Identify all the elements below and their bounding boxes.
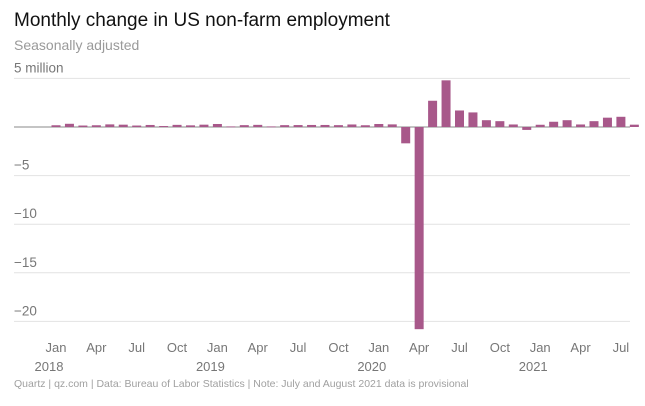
bar-2018-02 — [64, 123, 74, 127]
x-tick-label: Apr — [248, 340, 269, 355]
bar-2018-06 — [118, 124, 128, 127]
bar-2020-07 — [455, 110, 464, 127]
bar-2018-12 — [199, 124, 209, 127]
x-tick-label: Jul — [451, 340, 468, 355]
bar-2020-09 — [481, 120, 491, 127]
chart-title: Monthly change in US non-farm employment — [14, 10, 390, 31]
x-tick-label: Jan — [46, 340, 67, 355]
x-year-label: 2021 — [519, 359, 548, 374]
bar-2020-11 — [508, 124, 518, 127]
bar-2021-06 — [602, 117, 612, 127]
bar-2018-07 — [132, 125, 142, 127]
bar-2020-06 — [441, 80, 451, 127]
x-tick-label: Jul — [613, 340, 630, 355]
bar-2019-01 — [212, 123, 222, 127]
bar-2018-03 — [78, 125, 88, 127]
bar-2019-08 — [307, 124, 317, 127]
x-year-label: 2020 — [357, 359, 386, 374]
bar-2019-04 — [253, 124, 263, 127]
bar-2021-02 — [549, 121, 559, 127]
x-year-label: 2018 — [35, 359, 64, 374]
bar-2019-06 — [280, 125, 290, 127]
bar-2021-07 — [616, 116, 626, 127]
bar-2021-03 — [562, 120, 572, 127]
bar-2019-10 — [333, 125, 343, 127]
bar-2019-05 — [266, 126, 276, 128]
bar-2018-01 — [51, 125, 61, 127]
bar-2020-03 — [401, 127, 411, 144]
bar-2019-11 — [347, 124, 357, 127]
y-tick-label: −10 — [14, 206, 37, 221]
bar-2019-12 — [360, 125, 370, 127]
x-tick-label: Jan — [530, 340, 551, 355]
y-tick-label: −20 — [14, 303, 37, 318]
x-year-label: 2019 — [196, 359, 225, 374]
bar-2018-11 — [186, 125, 195, 127]
bar-2018-05 — [105, 124, 115, 127]
y-tick-label: −5 — [14, 158, 29, 173]
bar-2021-01 — [535, 124, 545, 127]
x-tick-label: Oct — [490, 340, 511, 355]
chart-source-note: Quartz | qz.com | Data: Bureau of Labor … — [14, 378, 469, 390]
bar-2020-02 — [387, 124, 397, 127]
bar-2018-08 — [145, 124, 155, 127]
x-tick-label: Jan — [368, 340, 389, 355]
bar-2019-02 — [226, 126, 236, 128]
bar-2020-05 — [428, 100, 438, 127]
x-tick-label: Apr — [570, 340, 591, 355]
bar-2019-09 — [320, 124, 330, 127]
x-tick-label: Jan — [207, 340, 228, 355]
bar-2021-08 — [629, 124, 639, 127]
bar-2021-04 — [576, 124, 586, 127]
x-tick-label: Oct — [328, 340, 349, 355]
bar-2020-12 — [522, 127, 532, 130]
bar-2018-10 — [172, 124, 182, 127]
y-tick-label: 5 million — [14, 60, 64, 75]
x-tick-label: Jul — [128, 340, 145, 355]
bar-2020-01 — [374, 123, 384, 127]
chart-subtitle: Seasonally adjusted — [14, 37, 140, 53]
bar-2019-07 — [293, 125, 303, 127]
bar-2020-04 — [414, 127, 424, 330]
x-tick-label: Apr — [86, 340, 107, 355]
bar-2020-10 — [495, 121, 505, 127]
x-tick-label: Jul — [290, 340, 307, 355]
bar-2021-05 — [589, 121, 599, 127]
y-tick-label: −15 — [14, 255, 37, 270]
bar-2018-09 — [159, 126, 169, 127]
bar-2019-03 — [239, 125, 249, 127]
x-tick-label: Apr — [409, 340, 430, 355]
bar-2020-08 — [468, 112, 478, 127]
x-tick-label: Oct — [167, 340, 188, 355]
bar-2018-04 — [91, 125, 101, 127]
